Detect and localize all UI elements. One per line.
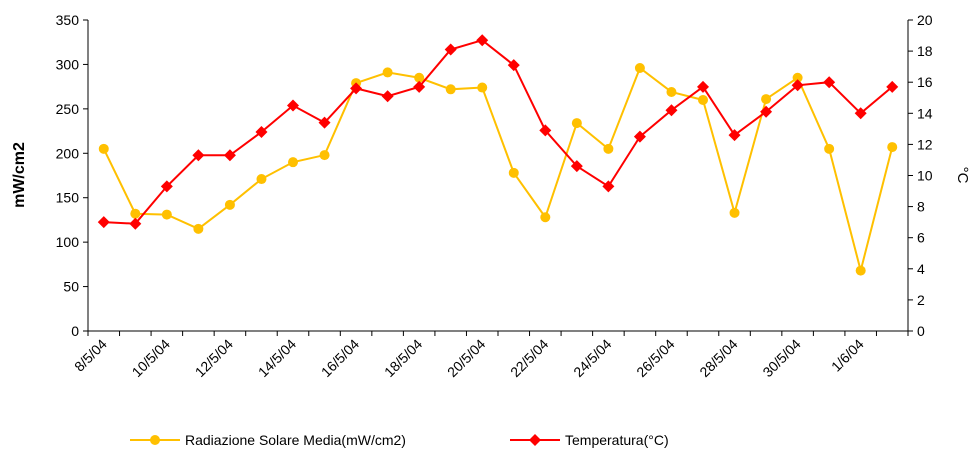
x-tick-label: 22/5/04	[507, 336, 551, 380]
data-point	[224, 199, 235, 210]
legend-marker	[529, 434, 541, 446]
data-point	[381, 90, 394, 103]
x-tick-label: 10/5/04	[129, 336, 173, 380]
x-tick-label: 20/5/04	[444, 336, 488, 380]
data-point	[539, 124, 552, 137]
data-point	[350, 82, 363, 95]
data-point	[728, 129, 741, 142]
x-tick-label: 18/5/04	[381, 336, 425, 380]
data-point	[161, 209, 172, 220]
data-point	[287, 99, 299, 112]
data-point	[445, 84, 456, 95]
data-point	[665, 104, 678, 117]
legend-label: Temperatura(°C)	[565, 432, 669, 448]
data-point	[854, 107, 867, 120]
y-tick-label: 0	[71, 323, 79, 339]
data-point	[761, 94, 772, 105]
data-point	[256, 174, 267, 185]
data-point	[886, 80, 899, 93]
y2-tick-label: 2	[917, 292, 925, 308]
data-point	[698, 94, 708, 105]
y-axis-label: mW/cm2	[11, 142, 28, 208]
data-point	[855, 265, 866, 276]
data-point	[477, 82, 488, 93]
data-point	[508, 167, 519, 178]
data-point	[382, 67, 393, 78]
data-point	[602, 180, 615, 193]
data-point	[192, 149, 205, 162]
x-tick-label: 8/5/04	[71, 336, 110, 375]
y2-tick-label: 4	[917, 261, 925, 277]
x-tick-label: 26/5/04	[633, 336, 677, 380]
data-point	[129, 217, 142, 230]
y-tick-label: 150	[56, 190, 80, 206]
data-point	[318, 116, 331, 129]
data-point	[540, 212, 551, 223]
y2-tick-label: 14	[917, 105, 933, 121]
x-tick-label: 12/5/04	[192, 336, 236, 380]
data-point	[413, 80, 426, 93]
y2-axis-label: °C	[954, 167, 971, 184]
legend-marker	[150, 435, 160, 445]
y2-tick-label: 8	[917, 199, 925, 215]
y-tick-label: 200	[56, 145, 80, 161]
data-point	[98, 143, 109, 154]
y2-tick-label: 10	[917, 168, 933, 184]
data-point	[791, 79, 804, 92]
series-line	[102, 66, 894, 271]
legend-label: Radiazione Solare Media(mW/cm2)	[185, 432, 406, 448]
y2-tick-label: 20	[917, 12, 933, 28]
y2-tick-label: 0	[917, 323, 925, 339]
y2-tick-label: 16	[917, 74, 933, 90]
x-tick-label: 1/6/04	[828, 336, 867, 375]
y2-tick-label: 12	[917, 136, 933, 152]
data-point	[634, 62, 645, 73]
data-point	[571, 118, 582, 129]
y2-tick-label: 18	[917, 43, 933, 59]
y-tick-label: 250	[56, 101, 80, 117]
data-point	[476, 34, 489, 47]
data-point	[288, 157, 298, 168]
data-point	[823, 76, 836, 89]
y2-tick-label: 6	[917, 230, 925, 246]
data-point	[570, 160, 583, 173]
data-point	[729, 207, 740, 218]
y-tick-label: 350	[56, 12, 80, 28]
data-point	[414, 72, 425, 83]
data-point	[130, 208, 141, 219]
data-point	[792, 72, 803, 83]
data-point	[193, 223, 204, 234]
data-point	[255, 125, 268, 138]
data-point	[319, 150, 330, 161]
data-point	[760, 105, 773, 118]
data-point	[444, 43, 457, 56]
data-point	[666, 86, 677, 97]
data-point	[603, 143, 614, 154]
x-tick-label: 16/5/04	[318, 336, 362, 380]
y-tick-label: 100	[56, 234, 80, 250]
data-point	[887, 142, 898, 153]
data-point	[633, 130, 646, 143]
data-point	[223, 149, 236, 162]
y-tick-label: 300	[56, 56, 80, 72]
x-tick-label: 28/5/04	[696, 336, 740, 380]
series-line	[103, 39, 893, 225]
data-point	[507, 59, 520, 72]
data-point	[697, 80, 709, 93]
data-point	[824, 143, 835, 154]
y-tick-label: 50	[63, 279, 79, 295]
x-tick-label: 14/5/04	[255, 336, 299, 380]
x-tick-label: 24/5/04	[570, 336, 614, 380]
data-point	[160, 180, 173, 193]
x-tick-label: 30/5/04	[759, 336, 803, 380]
data-point	[97, 216, 110, 229]
